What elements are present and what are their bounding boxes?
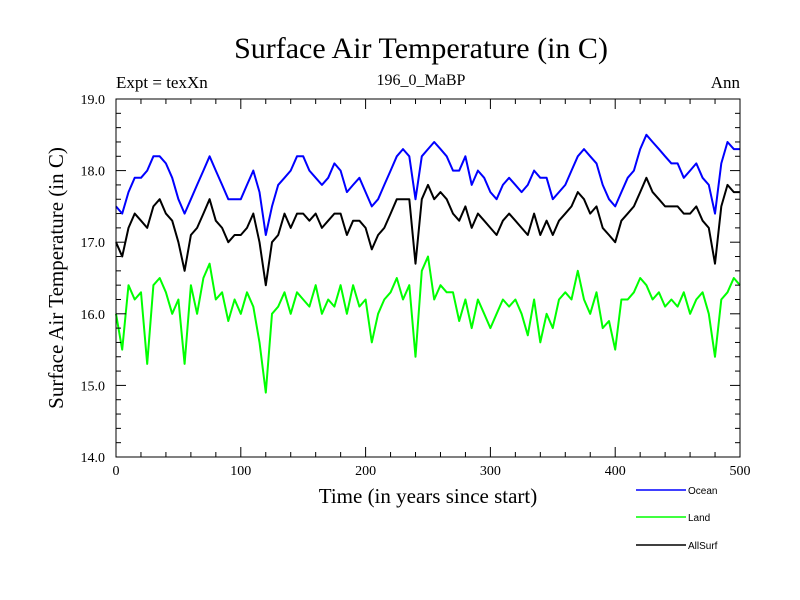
y-tick-label: 15.0 bbox=[81, 379, 106, 394]
y-tick-label: 17.0 bbox=[81, 236, 106, 251]
x-tick-label: 500 bbox=[730, 464, 751, 479]
plot-series bbox=[115, 133, 741, 394]
plot-frame bbox=[115, 98, 741, 458]
y-tick-label: 18.0 bbox=[81, 165, 106, 180]
legend: Ocean Land AllSurf bbox=[636, 486, 718, 552]
x-tick-label: 200 bbox=[355, 464, 376, 479]
y-axis-tick-labels: 14.0 15.0 16.0 17.0 18.0 19.0 bbox=[81, 93, 106, 466]
y-tick-label: 19.0 bbox=[81, 93, 106, 108]
chart-subtitle-left: Expt = texXn bbox=[116, 73, 208, 92]
x-tick-label: 0 bbox=[113, 464, 120, 479]
chart-subtitle-center: 196_0_MaBP bbox=[377, 72, 466, 89]
series-line-land bbox=[115, 255, 741, 394]
y-tick-label: 14.0 bbox=[81, 451, 106, 466]
legend-label-land: Land bbox=[688, 513, 710, 524]
y-axis-label: Surface Air Temperature (in C) bbox=[44, 147, 68, 409]
x-axis-label: Time (in years since start) bbox=[319, 484, 538, 508]
series-line-allsurf bbox=[115, 176, 740, 287]
x-axis-tick-labels: 0 100 200 300 400 500 bbox=[113, 464, 751, 479]
chart-title: Surface Air Temperature (in C) bbox=[234, 32, 608, 65]
x-tick-label: 100 bbox=[230, 464, 251, 479]
legend-label-ocean: Ocean bbox=[688, 486, 717, 497]
chart-subtitle-right: Ann bbox=[711, 73, 741, 92]
axis-ticks bbox=[115, 98, 741, 458]
legend-label-allsurf: AllSurf bbox=[688, 541, 718, 552]
y-tick-label: 16.0 bbox=[81, 308, 106, 323]
x-tick-label: 400 bbox=[605, 464, 626, 479]
x-tick-label: 300 bbox=[480, 464, 501, 479]
series-line-ocean bbox=[115, 133, 740, 236]
